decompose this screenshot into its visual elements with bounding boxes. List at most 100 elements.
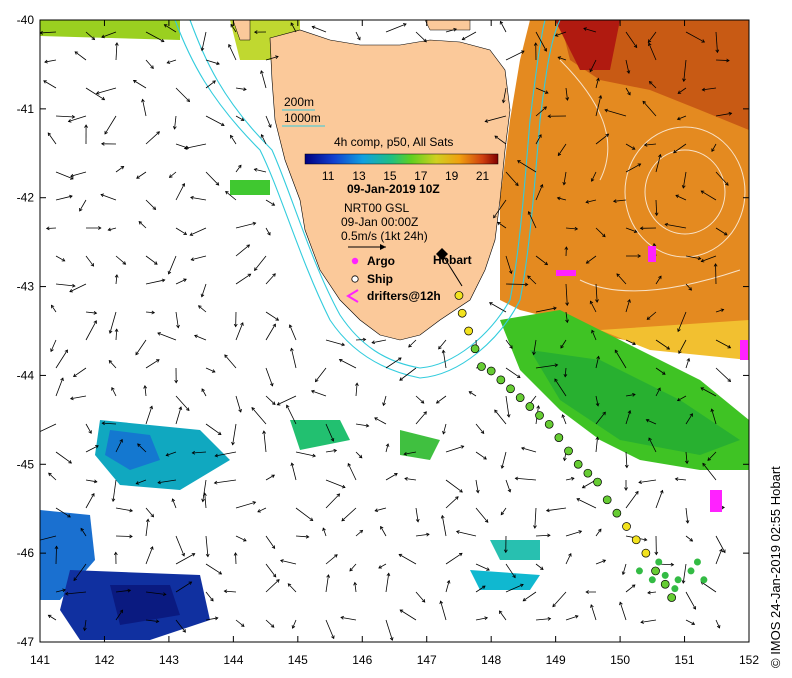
- ship-track-point: [583, 468, 593, 478]
- current-vector-head: [287, 583, 292, 587]
- current-vector: [475, 451, 487, 460]
- current-vector: [174, 115, 177, 129]
- current-vector: [214, 479, 237, 484]
- current-vector: [315, 367, 327, 382]
- current-vector: [265, 199, 275, 206]
- y-tick-label: -40: [17, 13, 35, 27]
- current-vector: [475, 617, 488, 621]
- current-vector-head: [341, 342, 346, 347]
- current-vector-head: [677, 328, 681, 333]
- current-vector-head: [50, 348, 54, 353]
- current-vector-head: [74, 51, 79, 55]
- current-vector: [563, 171, 567, 185]
- current-vector-head: [71, 114, 76, 119]
- current-vector: [265, 474, 275, 481]
- current-vector: [583, 27, 597, 33]
- current-vector: [115, 439, 123, 453]
- current-vector: [355, 451, 363, 459]
- current-vector: [254, 168, 267, 173]
- current-vector-head: [165, 452, 170, 457]
- current-vector: [440, 601, 447, 621]
- current-vector: [265, 115, 272, 128]
- current-vector: [638, 479, 657, 483]
- current-vector: [505, 367, 521, 378]
- current-vector: [265, 563, 277, 578]
- current-vector: [291, 463, 297, 481]
- current-vector: [677, 311, 687, 332]
- current-vector-head: [88, 430, 92, 434]
- current-vector-head: [80, 527, 84, 532]
- current-vector-head: [60, 377, 64, 382]
- current-vector: [535, 134, 542, 145]
- current-vector-head: [272, 323, 276, 328]
- current-vector-head: [378, 565, 382, 569]
- current-vector-head: [426, 532, 430, 537]
- current-vector: [55, 115, 75, 118]
- current-vector: [625, 143, 636, 150]
- current-vector-head: [47, 614, 52, 619]
- current-vector-head: [73, 577, 77, 582]
- current-vector-head: [543, 48, 547, 52]
- current-vector-head: [247, 273, 252, 278]
- current-vector-head: [290, 462, 295, 467]
- current-vector: [145, 199, 156, 210]
- current-vector: [112, 479, 117, 502]
- current-vector-head: [458, 552, 463, 557]
- current-vector: [254, 255, 267, 271]
- current-vector-head: [619, 601, 623, 606]
- current-vector-head: [557, 152, 562, 157]
- current-vector: [404, 478, 417, 481]
- current-vector-head: [62, 588, 66, 593]
- current-vector: [349, 563, 357, 572]
- current-vector: [145, 279, 165, 285]
- x-tick-label: 149: [546, 653, 566, 667]
- current-vector-head: [517, 160, 521, 164]
- current-vector: [172, 498, 177, 509]
- current-vector: [586, 255, 597, 264]
- current-vector-head: [246, 244, 251, 248]
- current-vector: [277, 395, 297, 406]
- y-tick-label: -45: [17, 457, 35, 471]
- current-vector-head: [98, 226, 102, 230]
- current-vector-head: [201, 388, 205, 392]
- current-vector-head: [191, 450, 196, 455]
- current-vector-head: [493, 214, 497, 219]
- current-vector: [640, 619, 657, 623]
- current-vector: [167, 59, 177, 64]
- current-vector-head: [423, 38, 427, 43]
- current-vector: [595, 133, 609, 145]
- current-vector: [205, 367, 216, 373]
- ship-track-point: [535, 411, 544, 420]
- current-vector: [399, 609, 417, 621]
- current-vector: [475, 507, 489, 523]
- current-vector-head: [145, 518, 150, 523]
- current-vector-head: [484, 119, 489, 123]
- current-vector: [85, 255, 94, 267]
- current-vector-head: [111, 498, 116, 503]
- current-vector: [399, 367, 417, 381]
- current-vector-head: [657, 387, 661, 392]
- current-vector: [535, 563, 544, 570]
- colorbar-tick-label: 21: [476, 169, 490, 183]
- current-vector-head: [254, 267, 258, 271]
- current-vector: [372, 339, 387, 344]
- current-vector-head: [689, 413, 693, 417]
- colorbar-tick-label: 19: [445, 169, 459, 183]
- ship-track-point: [573, 459, 583, 469]
- current-vector-head: [684, 460, 689, 465]
- current-vector: [501, 451, 507, 469]
- product-label: 4h comp, p50, All Sats: [334, 135, 453, 149]
- current-vector-head: [238, 164, 242, 169]
- current-vector-head: [90, 263, 95, 267]
- current-vector-head: [156, 359, 160, 363]
- current-vector: [646, 311, 657, 320]
- current-vector: [485, 115, 507, 122]
- current-vector: [202, 479, 207, 502]
- current-vector: [647, 591, 657, 594]
- current-vector: [715, 619, 720, 629]
- current-vector-head: [399, 377, 403, 381]
- current-vector-head: [514, 476, 519, 481]
- current-vector: [655, 490, 663, 509]
- current-vector: [175, 143, 189, 149]
- current-vector-head: [678, 350, 682, 355]
